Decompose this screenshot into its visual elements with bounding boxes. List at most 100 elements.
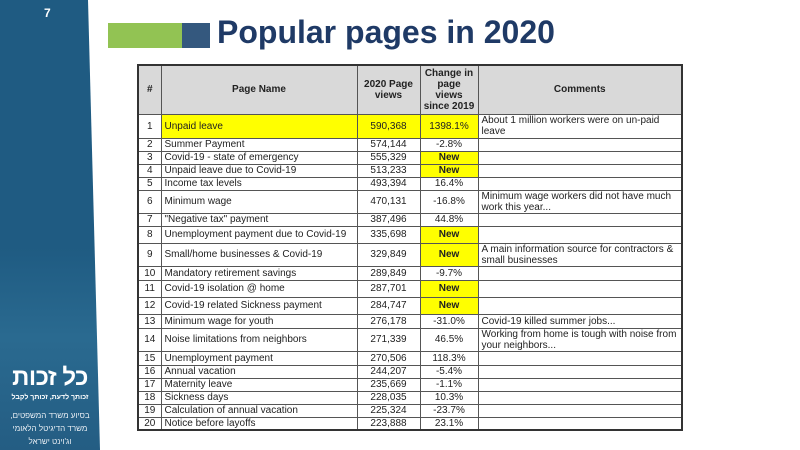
change-cell: New (419, 150, 479, 165)
row-number: 9 (137, 242, 162, 267)
table-row: 10 Mandatory retirement savings 289,849 -9.… (137, 265, 683, 281)
comment-cell (477, 137, 683, 152)
page-views-cell: 590,368 (356, 113, 421, 139)
page-name-cell: Covid-19 related Sickness payment (160, 296, 358, 315)
logo: כל זכות זכותך לדעת, זכותך לקבל (0, 364, 100, 406)
page-name-cell: Calculation of annual vacation (160, 403, 358, 418)
comment-cell (477, 403, 683, 418)
table-header-row: # Page Name 2020 Page views Change in pa… (137, 64, 683, 115)
table-row: 12 Covid-19 related Sickness payment 284,7… (137, 296, 683, 315)
page-views-cell: 387,496 (356, 212, 421, 227)
table-row: 13 Minimum wage for youth 276,178 -31.0% Cov… (137, 313, 683, 329)
change-cell: New (419, 225, 479, 244)
page-name-cell: Covid-19 - state of emergency (160, 150, 358, 165)
comment-cell (477, 364, 683, 379)
row-number: 6 (137, 189, 162, 214)
table-row: 7 "Negative tax" payment 387,496 44.8% (137, 212, 683, 227)
page-views-cell: 244,207 (356, 364, 421, 379)
page-views-cell: 513,233 (356, 163, 421, 178)
page-views-cell: 235,669 (356, 377, 421, 392)
change-cell: New (419, 163, 479, 178)
comment-cell: Working from home is tough with noise fr… (477, 327, 683, 352)
comment-cell: Minimum wage workers did not have much w… (477, 189, 683, 214)
table-row: 14 Noise limitations from neighbors 271,33… (137, 327, 683, 352)
change-cell: -2.8% (419, 137, 479, 152)
page-views-cell: 223,888 (356, 416, 421, 431)
logo-tagline: זכותך לדעת, זכותך לקבל (11, 394, 89, 401)
change-cell: -31.0% (419, 313, 479, 329)
change-cell: -23.7% (419, 403, 479, 418)
table-row: 19 Calculation of annual vacation 225,324-… (137, 403, 683, 418)
page-name-cell: Maternity leave (160, 377, 358, 392)
page-views-cell: 284,747 (356, 296, 421, 315)
page-name-cell: Unemployment payment (160, 350, 358, 366)
change-cell: -9.7% (419, 265, 479, 281)
header-page-views: 2020 Page views (356, 64, 421, 115)
page-name-cell: "Negative tax" payment (160, 212, 358, 227)
comment-cell: A main information source for contractor… (477, 242, 683, 267)
row-number: 5 (137, 176, 162, 191)
page-name-cell: Unpaid leave (160, 113, 358, 139)
page-views-cell: 493,394 (356, 176, 421, 191)
row-number: 11 (137, 279, 162, 298)
page-name-cell: Unpaid leave due to Covid-19 (160, 163, 358, 178)
page-views-cell: 329,849 (356, 242, 421, 267)
comment-cell (477, 150, 683, 165)
logo-mark: כל זכות (12, 364, 88, 391)
table-row: 8 Unemployment payment due to Covid-19 335… (137, 225, 683, 244)
page-name-cell: Sickness days (160, 390, 358, 405)
change-cell: New (419, 242, 479, 267)
row-number: 7 (137, 212, 162, 227)
page-views-cell: 287,701 (356, 279, 421, 298)
page-name-cell: Notice before layoffs (160, 416, 358, 431)
table-row: 2 Summer Payment 574,144 -2.8% (137, 137, 683, 152)
table-row: 20 Notice before layoffs 223,888 23.1% (137, 416, 683, 431)
comment-cell (477, 279, 683, 298)
page-views-cell: 228,035 (356, 390, 421, 405)
page-views-cell: 470,131 (356, 189, 421, 214)
comment-cell: About 1 million workers were on un-paid … (477, 113, 683, 139)
page-name-cell: Minimum wage for youth (160, 313, 358, 329)
page-title: Popular pages in 2020 (217, 14, 555, 50)
row-number: 20 (137, 416, 162, 431)
table-row: 15 Unemployment payment 270,506 118.3% (137, 350, 683, 366)
page-name-cell: Income tax levels (160, 176, 358, 191)
row-number: 19 (137, 403, 162, 418)
row-number: 16 (137, 364, 162, 379)
support-line: משרד הדיגיטל הלאומי (12, 424, 88, 433)
page-name-cell: Noise limitations from neighbors (160, 327, 358, 352)
header-change: Change in page views since 2019 (419, 64, 479, 115)
support-text: בסיוע משרד המשפטים, משרד הדיגיטל הלאומי … (0, 409, 100, 448)
page-views-cell: 335,698 (356, 225, 421, 244)
comment-cell: Covid-19 killed summer jobs... (477, 313, 683, 329)
table-row: 5 Income tax levels 493,394 16.4% (137, 176, 683, 191)
page-name-cell: Unemployment payment due to Covid-19 (160, 225, 358, 244)
row-number: 15 (137, 350, 162, 366)
comment-cell (477, 212, 683, 227)
change-cell: 118.3% (419, 350, 479, 366)
page-name-cell: Mandatory retirement savings (160, 265, 358, 281)
change-cell: -1.1% (419, 377, 479, 392)
comment-cell (477, 296, 683, 315)
slide-number: 7 (44, 6, 51, 20)
table-row: 3 Covid-19 - state of emergency 555,329 New (137, 150, 683, 165)
page-views-cell: 270,506 (356, 350, 421, 366)
table-row: 18 Sickness days 228,035 10.3% (137, 390, 683, 405)
change-cell: 44.8% (419, 212, 479, 227)
comment-cell (477, 225, 683, 244)
change-cell: New (419, 279, 479, 298)
comment-cell (477, 163, 683, 178)
change-cell: 46.5% (419, 327, 479, 352)
page-name-cell: Small/home businesses & Covid-19 (160, 242, 358, 267)
row-number: 18 (137, 390, 162, 405)
page-views-cell: 225,324 (356, 403, 421, 418)
row-number: 3 (137, 150, 162, 165)
change-cell: 23.1% (419, 416, 479, 431)
change-cell: 1398.1% (419, 113, 479, 139)
comment-cell (477, 176, 683, 191)
row-number: 10 (137, 265, 162, 281)
page-name-cell: Annual vacation (160, 364, 358, 379)
change-cell: -16.8% (419, 189, 479, 214)
popular-pages-table: # Page Name 2020 Page views Change in pa… (137, 64, 683, 431)
page-views-cell: 276,178 (356, 313, 421, 329)
